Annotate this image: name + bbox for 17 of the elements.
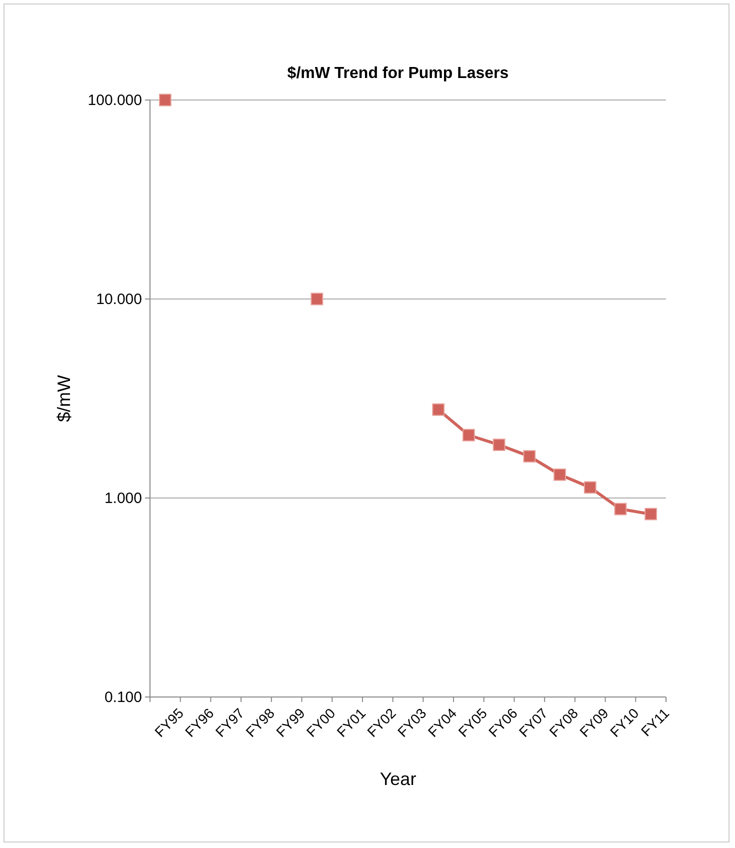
x-axis-title: Year	[380, 769, 416, 789]
point	[644, 508, 658, 520]
point	[432, 403, 445, 416]
y-tick-label: 1.000	[104, 490, 142, 507]
point	[158, 94, 172, 106]
point	[492, 438, 506, 452]
point	[462, 428, 475, 442]
y-tick-label: 100.000	[88, 92, 142, 109]
point	[584, 481, 596, 494]
y-tick-label: 0.100	[104, 688, 142, 706]
y-axis-title: $/mW	[54, 374, 74, 422]
chart-title: $/mW Trend for Pump Lasers	[287, 65, 509, 82]
point	[310, 292, 324, 306]
point	[554, 468, 566, 481]
y-tick-label: 10.000	[96, 290, 142, 308]
point	[614, 502, 627, 516]
point	[523, 450, 536, 463]
